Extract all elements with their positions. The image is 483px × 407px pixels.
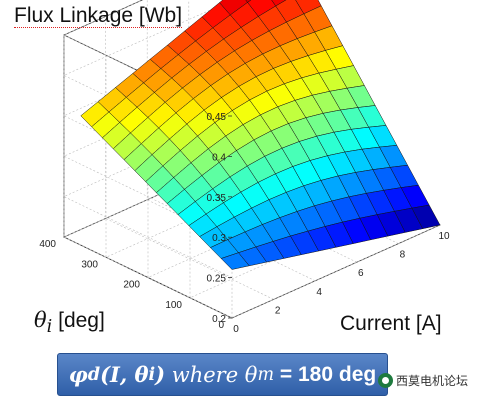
- watermark-text: 西莫电机论坛: [396, 374, 469, 388]
- theta-symbol: θ: [34, 308, 47, 332]
- watermark-logo-icon: [378, 373, 393, 388]
- surface-patch: [245, 0, 252, 3]
- formula-phi-sub: d: [87, 364, 101, 385]
- x-tick-label: 2: [275, 305, 281, 316]
- y-tick-label: 200: [123, 280, 140, 291]
- x-tick-label: 10: [438, 231, 450, 242]
- formula-args: (I, θ: [100, 362, 149, 387]
- y-tick-label: 400: [39, 239, 56, 250]
- y-tick-label: 300: [81, 259, 98, 270]
- watermark: 西莫电机论坛: [378, 372, 468, 389]
- x-tick-label: 8: [400, 250, 406, 261]
- formula-where: where: [165, 362, 245, 387]
- formula-args-sub: i: [148, 364, 156, 385]
- formula-theta-m: θ: [244, 362, 258, 387]
- formula-value: = 180 deg: [274, 362, 377, 386]
- chart-title: Flux Linkage [Wb]: [14, 4, 183, 28]
- formula-phi: φ: [68, 362, 88, 387]
- y-axis-unit: [deg]: [58, 309, 105, 332]
- x-gridline: [105, 16, 274, 300]
- z-tick-label: 0.2: [212, 314, 226, 325]
- z-tick-label: 0.3: [212, 233, 226, 244]
- x-gridline: [63, 35, 233, 319]
- y-axis-label: θi [deg]: [34, 308, 105, 337]
- z-tick-label: 0.4: [212, 152, 226, 163]
- x-tick-label: 0: [233, 324, 239, 335]
- x-axis-label: Current [A]: [340, 312, 442, 335]
- surface-patch: [271, 0, 287, 7]
- x-tick-label: 4: [316, 287, 322, 298]
- surface-patch: [411, 204, 441, 229]
- z-tick-label: 0.35: [207, 193, 227, 204]
- y-tick-label: 0: [218, 320, 224, 331]
- theta-subscript: i: [46, 317, 53, 338]
- z-tick-label: 0.25: [207, 274, 227, 285]
- formula-args-close: ): [155, 362, 166, 387]
- y-tick-label: 100: [165, 300, 182, 311]
- x-tick-label: 6: [358, 268, 364, 279]
- z-tick-label: 0.45: [207, 112, 227, 123]
- formula-theta-m-sub: m: [257, 364, 275, 385]
